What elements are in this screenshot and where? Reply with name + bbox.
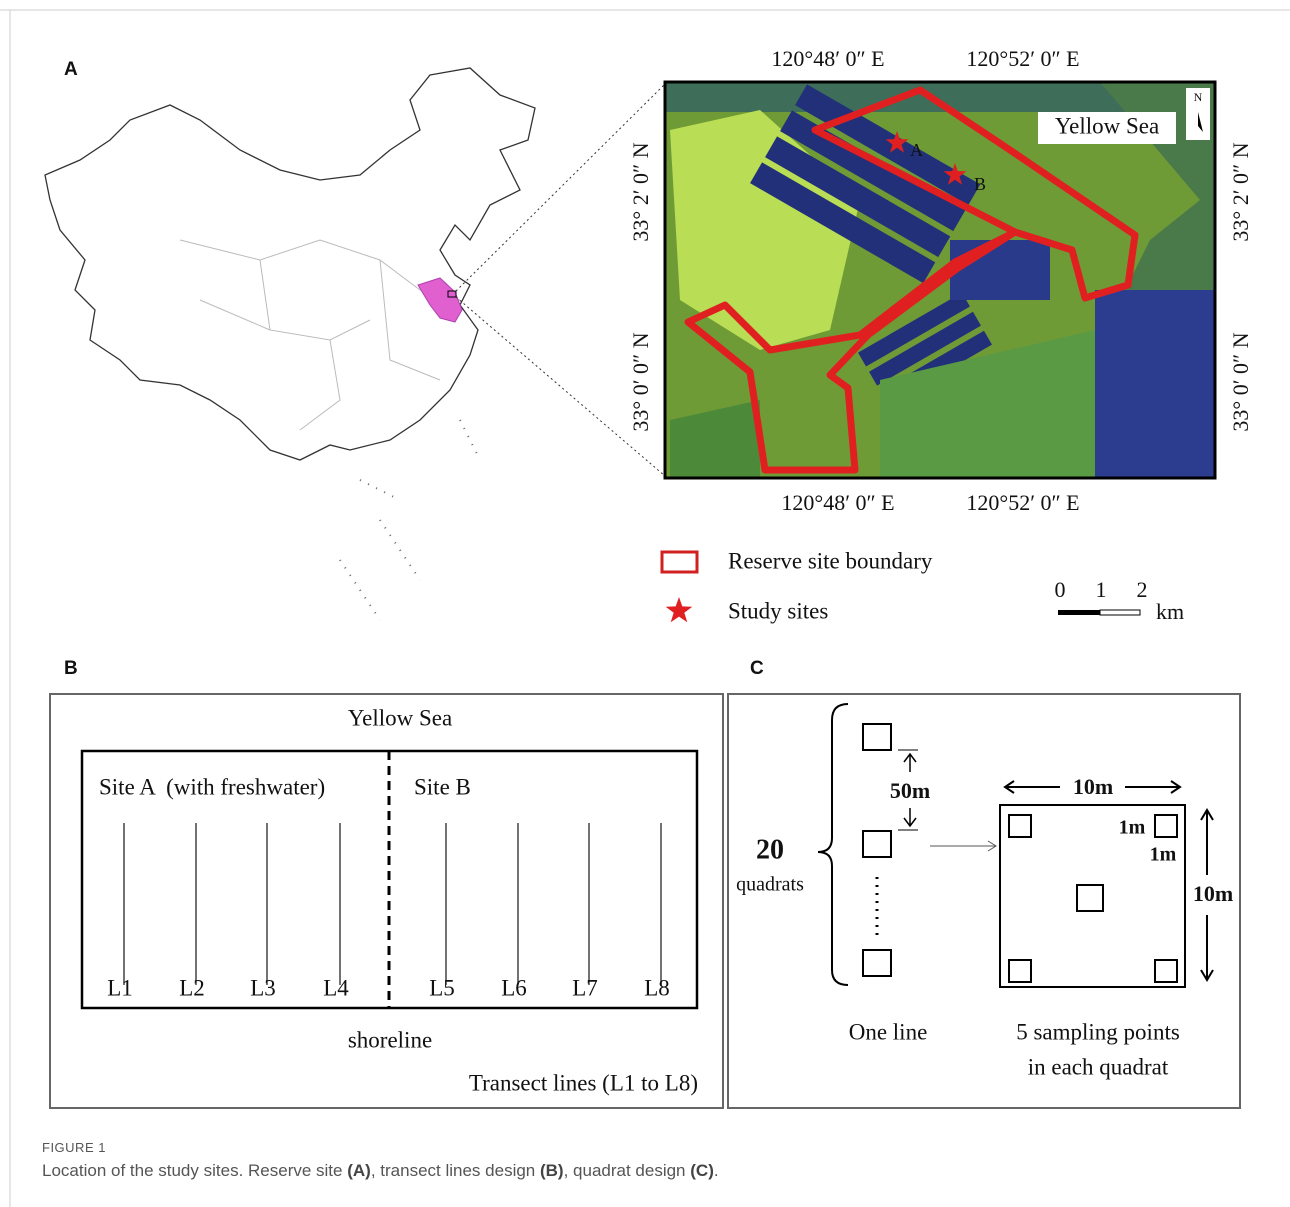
study-area-box [447, 290, 457, 298]
shoreline-label: shoreline [348, 1027, 432, 1052]
transect-label: L7 [572, 975, 598, 1000]
quadrat [862, 830, 892, 858]
dim-arrow [903, 752, 917, 772]
figure-number: FIGURE 1 [42, 1140, 106, 1155]
north-arrow: N [1194, 90, 1203, 104]
panel-frame [49, 693, 724, 1109]
site-label: B [974, 174, 986, 194]
site-label: A [910, 140, 923, 160]
quadrat-large [999, 804, 1186, 988]
coord-label: 33° 2′ 0″ N [1228, 142, 1253, 241]
legend-boundary-swatch [660, 550, 699, 574]
satellite-image [665, 82, 1215, 478]
sampling-point [1008, 959, 1032, 983]
panel-label: B [64, 658, 78, 679]
dim-arrow [1003, 780, 1182, 794]
site-label: Site B [414, 774, 471, 799]
count-unit: quadrats [736, 874, 804, 896]
sampling-point [1008, 814, 1032, 838]
transect-label: L4 [323, 975, 349, 1000]
zoom-arrow [930, 840, 997, 852]
coord-label: 120°52′ 0″ E [966, 490, 1079, 515]
scale-tick: 2 [1137, 577, 1148, 602]
scale-bar [1058, 610, 1100, 615]
coord-label: 120°52′ 0″ E [966, 46, 1079, 71]
sampling-point [1076, 884, 1104, 912]
province-borders [179, 239, 461, 431]
sampling-point [1154, 959, 1178, 983]
scale-unit: km [1156, 599, 1184, 624]
brace [817, 703, 849, 986]
map-frame [663, 80, 1217, 480]
scale-bar [1099, 609, 1141, 616]
zoom-line [455, 83, 666, 292]
points-caption: 5 sampling points [1016, 1019, 1180, 1044]
scale-tick: 1 [1096, 577, 1107, 602]
coord-label: 33° 0′ 0″ N [628, 332, 653, 431]
transect-label: L6 [501, 975, 527, 1000]
caption-part: (C) [690, 1161, 714, 1180]
site-label: Site A (with freshwater) [99, 774, 325, 799]
panel-frame [727, 693, 1241, 1109]
scale-tick: 0 [1055, 577, 1066, 602]
jiangsu-province [417, 277, 463, 323]
coord-label: 33° 0′ 0″ N [1228, 332, 1253, 431]
transect-label: L2 [179, 975, 205, 1000]
transect-label: L1 [107, 975, 133, 1000]
sampling-point [1154, 814, 1178, 838]
legend-label: Study sites [728, 598, 828, 623]
panel-label: A [64, 59, 78, 80]
points-caption: in each quadrat [1028, 1054, 1169, 1079]
transect-note: Transect lines (L1 to L8) [469, 1070, 698, 1095]
coord-label: 120°48′ 0″ E [771, 46, 884, 71]
transect-label: L3 [250, 975, 276, 1000]
china-outline [44, 67, 536, 461]
panel-label: C [750, 658, 764, 679]
point-height: 1m [1150, 844, 1177, 866]
coord-label: 120°48′ 0″ E [781, 490, 894, 515]
spacing-label: 50m [890, 778, 930, 803]
caption-text: Location of the study sites. Reserve sit… [42, 1161, 719, 1181]
islands [339, 419, 481, 621]
caption-part: , transect lines design [370, 1161, 540, 1180]
count-label: 20 [756, 834, 784, 865]
quadrat [862, 723, 892, 751]
legend-label: Reserve site boundary [728, 548, 933, 573]
reserve-boundary [684, 86, 1139, 474]
legend-star [665, 597, 693, 623]
quadrat-width: 10m [1073, 774, 1113, 799]
quadrat [862, 949, 892, 977]
caption-part: , quadrat design [563, 1161, 691, 1180]
transect-label: L5 [429, 975, 455, 1000]
dim-arrow [903, 808, 917, 828]
coord-label: 33° 2′ 0″ N [628, 142, 653, 241]
point-width: 1m [1119, 817, 1146, 839]
caption-part: . [713, 1161, 719, 1180]
caption-part: (B) [539, 1161, 564, 1180]
zoom-line [455, 296, 666, 477]
sea-label: Yellow Sea [1055, 113, 1159, 138]
caption: FIGURE 1 Location of the study sites. Re… [42, 1140, 719, 1181]
dim-arrow [1200, 808, 1214, 982]
quadrat-height: 10m [1193, 881, 1233, 906]
caption-part: (A) [347, 1161, 371, 1180]
sea-label: Yellow Sea [348, 705, 452, 730]
caption-part: Location of the study sites. Reserve sit… [42, 1161, 348, 1180]
transect-label: L8 [644, 975, 670, 1000]
line-label: One line [849, 1019, 928, 1044]
